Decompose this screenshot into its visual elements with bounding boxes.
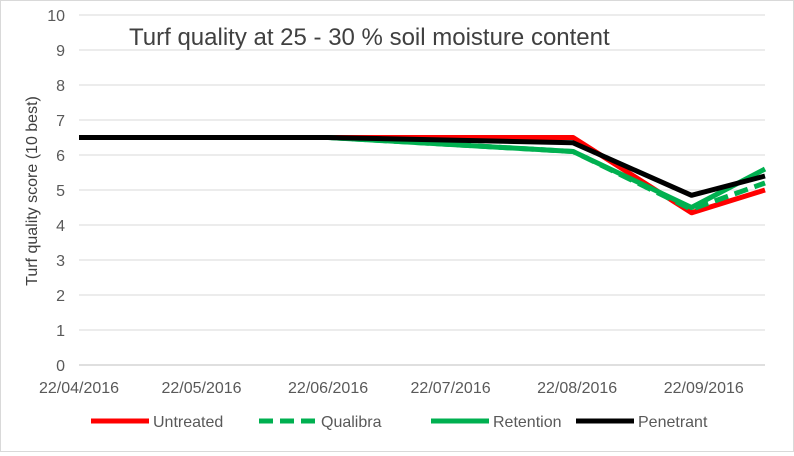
gridlines [79,14,765,366]
y-tick-label: 1 [56,323,65,340]
y-axis: 0 1 2 3 4 5 6 7 8 9 10 [47,8,65,375]
x-axis: 22/04/2016 22/05/2016 22/06/2016 22/07/2016… [39,380,744,397]
x-tick-label: 22/09/2016 [664,380,744,397]
legend-label-retention: Retention [493,414,562,431]
legend-label-penetrant: Penetrant [638,414,708,431]
y-tick-label: 8 [56,78,65,95]
x-tick-label: 22/04/2016 [39,380,119,397]
y-tick-label: 3 [56,253,65,270]
y-tick-label: 2 [56,288,65,305]
x-tick-label: 22/05/2016 [161,380,241,397]
series-line-penetrant [79,135,766,198]
y-tick-label: 9 [56,43,65,60]
y-tick-label: 6 [56,148,65,165]
legend-label-untreated: Untreated [153,414,223,431]
chart-title: Turf quality at 25 - 30 % soil moisture … [129,24,610,51]
y-tick-label: 0 [56,358,65,375]
series-line-untreated [79,135,766,216]
series-line-qualibra [79,135,766,212]
y-tick-label: 5 [56,183,65,200]
y-tick-label: 4 [56,218,65,235]
x-tick-label: 22/07/2016 [411,380,491,397]
y-tick-label: 7 [56,113,65,130]
legend-label-qualibra: Qualibra [321,414,382,431]
y-tick-label: 10 [47,8,65,25]
x-tick-label: 22/08/2016 [537,380,617,397]
legend: Untreated Qualibra Retention Penetrant [91,414,708,431]
x-tick-label: 22/06/2016 [288,380,368,397]
data-series [79,135,767,216]
y-axis-label: Turf quality score (10 best) [24,96,41,286]
